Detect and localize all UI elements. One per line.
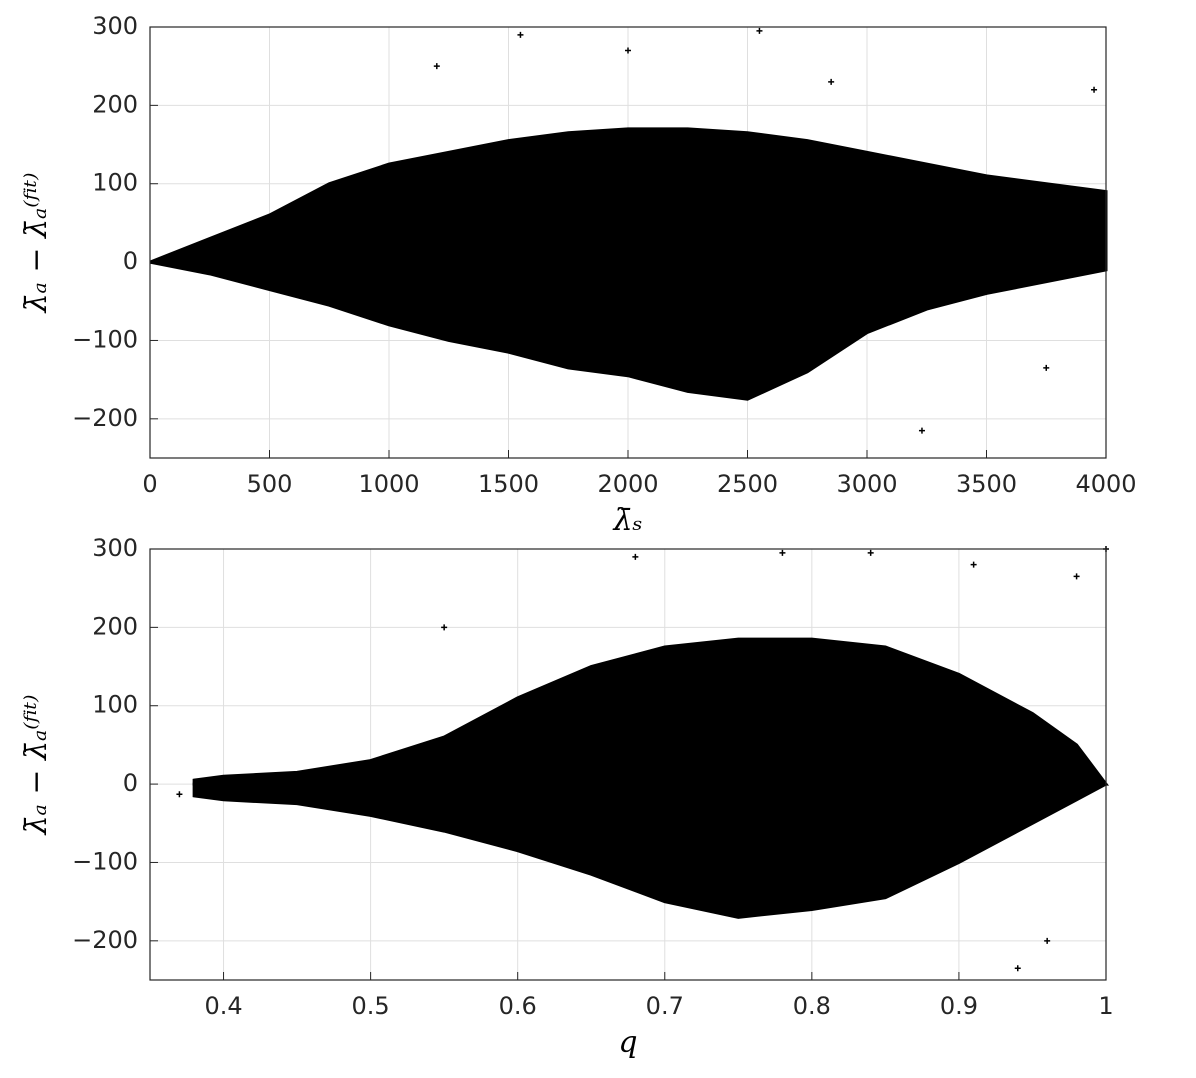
x-tick-label: 1500: [478, 470, 539, 498]
point: [441, 624, 448, 631]
y-tick-label: 200: [92, 90, 138, 118]
point: [970, 561, 977, 568]
x-tick-label: 1000: [358, 470, 419, 498]
x-tick-label: 1: [1098, 992, 1113, 1020]
point: [828, 78, 835, 85]
y-tick-label: 100: [92, 169, 138, 197]
y-axis-label: λ̄ₐ − λ̄ₐ⁽ᶠⁱᵗ⁾: [19, 173, 54, 314]
point: [517, 31, 524, 38]
point: [625, 47, 631, 54]
axes-box: [149, 26, 1107, 459]
x-axis-label: λ̄ₛ: [612, 503, 642, 538]
point-cloud: [192, 637, 1110, 786]
x-tick-label: 0.6: [499, 992, 537, 1020]
y-axis-label: λ̄ₐ − λ̄ₐ⁽ᶠⁱᵗ⁾: [19, 695, 54, 836]
y-tick-label: 0: [123, 247, 138, 275]
y-tick-label: 300: [92, 12, 138, 40]
x-tick-label: 0.5: [352, 992, 390, 1020]
y-tick-label: −200: [72, 926, 138, 954]
axes-box: [149, 548, 1107, 981]
x-tick-label: 2000: [597, 470, 658, 498]
x-tick-label: 4000: [1075, 470, 1136, 498]
y-tick-label: −100: [72, 325, 138, 353]
y-tick-label: 200: [92, 612, 138, 640]
x-tick-label: 0.7: [646, 992, 684, 1020]
x-tick-label: 2500: [717, 470, 778, 498]
point-cloud: [192, 782, 1107, 919]
point: [779, 549, 786, 556]
x-tick-label: 0.4: [204, 992, 242, 1020]
y-tick-label: 0: [123, 769, 138, 797]
x-tick-label: 0.8: [793, 992, 831, 1020]
point: [918, 427, 925, 434]
point: [756, 27, 763, 34]
y-tick-label: −200: [72, 404, 138, 432]
x-tick-label: 500: [247, 470, 293, 498]
x-tick-label: 0.9: [940, 992, 978, 1020]
point: [1073, 573, 1080, 580]
point-cloud: [149, 260, 1108, 401]
point: [867, 549, 874, 556]
point: [433, 63, 440, 70]
point: [1044, 937, 1051, 944]
y-tick-label: −100: [72, 847, 138, 875]
x-tick-label: 3000: [836, 470, 897, 498]
y-tick-label: 300: [92, 534, 138, 562]
point: [176, 791, 183, 798]
x-tick-label: 0: [142, 470, 157, 498]
y-tick-label: 100: [92, 691, 138, 719]
point: [1043, 364, 1050, 371]
point: [632, 553, 639, 560]
point: [1014, 965, 1021, 972]
point: [1091, 86, 1098, 93]
point-cloud: [149, 127, 1108, 264]
x-tick-label: 3500: [956, 470, 1017, 498]
x-axis-label: q: [618, 1025, 637, 1060]
